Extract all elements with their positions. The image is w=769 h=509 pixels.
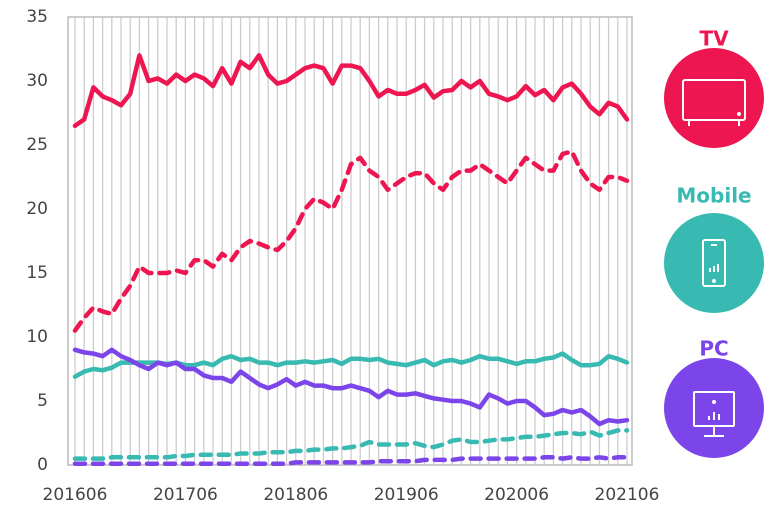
lines xyxy=(72,53,630,466)
legend-label: Mobile xyxy=(676,184,751,208)
y-tick-label: 30 xyxy=(26,71,48,91)
pc-icon xyxy=(693,391,735,437)
x-tick-label: 201606 xyxy=(43,485,108,505)
series-line xyxy=(72,455,630,466)
series-line xyxy=(72,347,630,427)
legend-icon xyxy=(664,358,764,458)
tv-icon xyxy=(682,79,746,126)
y-tick-label: 0 xyxy=(37,455,48,475)
legend-label: PC xyxy=(699,337,728,361)
plot-frame xyxy=(67,16,633,466)
series-line xyxy=(72,53,630,129)
y-tick-label: 35 xyxy=(26,7,48,27)
y-tick-label: 25 xyxy=(26,135,48,155)
legend-icon xyxy=(664,213,764,313)
legend-icon xyxy=(664,48,764,148)
y-tick-label: 10 xyxy=(26,327,48,347)
legend-label: TV xyxy=(699,27,729,51)
x-tick-label: 202106 xyxy=(595,485,660,505)
series-line xyxy=(72,149,630,333)
mobile-icon xyxy=(702,239,726,287)
y-tick-label: 20 xyxy=(26,199,48,219)
x-tick-label: 202006 xyxy=(484,485,549,505)
legend: TV Mobile PC xyxy=(664,27,764,458)
series-line xyxy=(72,428,630,461)
x-tick-label: 201906 xyxy=(374,485,439,505)
y-tick-label: 5 xyxy=(37,391,48,411)
x-tick-label: 201706 xyxy=(153,485,218,505)
grid xyxy=(74,17,628,465)
y-tick-label: 15 xyxy=(26,263,48,283)
x-tick-label: 201806 xyxy=(263,485,328,505)
